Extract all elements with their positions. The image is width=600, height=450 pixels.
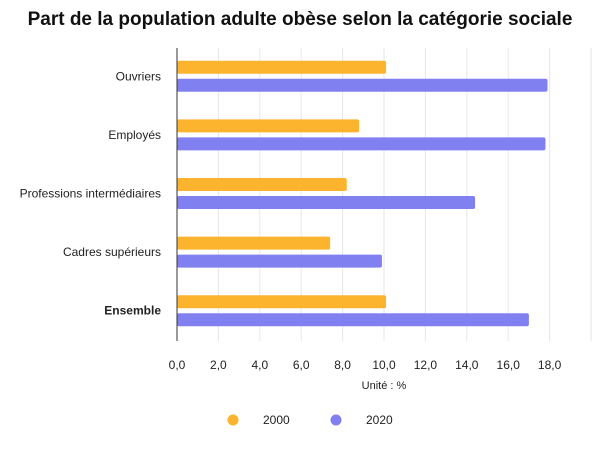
category-label: Professions intermédiaires: [20, 187, 161, 201]
legend: 2000 2020: [227, 413, 393, 427]
bar-2000: [177, 119, 360, 133]
category-label: Ensemble: [104, 304, 161, 318]
x-tick-label: 14,0: [455, 358, 479, 372]
x-axis-title: Unité : %: [362, 380, 407, 392]
x-tick-label: 12,0: [414, 358, 438, 372]
bar-2000: [177, 178, 347, 191]
category-label: Cadres supérieurs: [63, 245, 161, 259]
bar-2020: [177, 137, 546, 151]
x-tick-labels: 0,0 2,0 4,0 6,0 8,0 10,0 12,0 14,0 16,0 18,0: [169, 358, 562, 372]
x-tick-label: 2,0: [210, 358, 227, 372]
legend-label-2020: 2020: [366, 413, 393, 427]
legend-swatch-2020: [330, 414, 342, 426]
category-label: Ouvriers: [116, 69, 161, 83]
legend-swatch-2000: [227, 414, 239, 426]
chart-title: Part de la population adulte obèse selon…: [28, 9, 573, 30]
x-tick-label: 0,0: [169, 358, 186, 372]
bar-2020: [177, 78, 548, 92]
bar-2000: [177, 60, 387, 74]
category-labels: Ouvriers Employés Professions intermédiair…: [20, 69, 162, 317]
x-tick-label: 4,0: [251, 358, 268, 372]
grid-layer: [217, 48, 592, 341]
x-tick-label: 10,0: [372, 358, 396, 372]
legend-label-2000: 2000: [263, 413, 290, 427]
bar-2020: [177, 313, 529, 327]
category-label: Employés: [108, 128, 161, 142]
x-tick-label: 6,0: [293, 358, 310, 372]
bar-2000: [177, 236, 331, 250]
x-tick-label: 8,0: [334, 358, 351, 372]
x-tick-label: 18,0: [538, 358, 562, 372]
bars-layer: [177, 60, 548, 327]
bar-2020: [177, 254, 382, 268]
bar-2020: [177, 196, 476, 209]
x-tick-label: 16,0: [497, 358, 521, 372]
bar-2000: [177, 295, 387, 309]
